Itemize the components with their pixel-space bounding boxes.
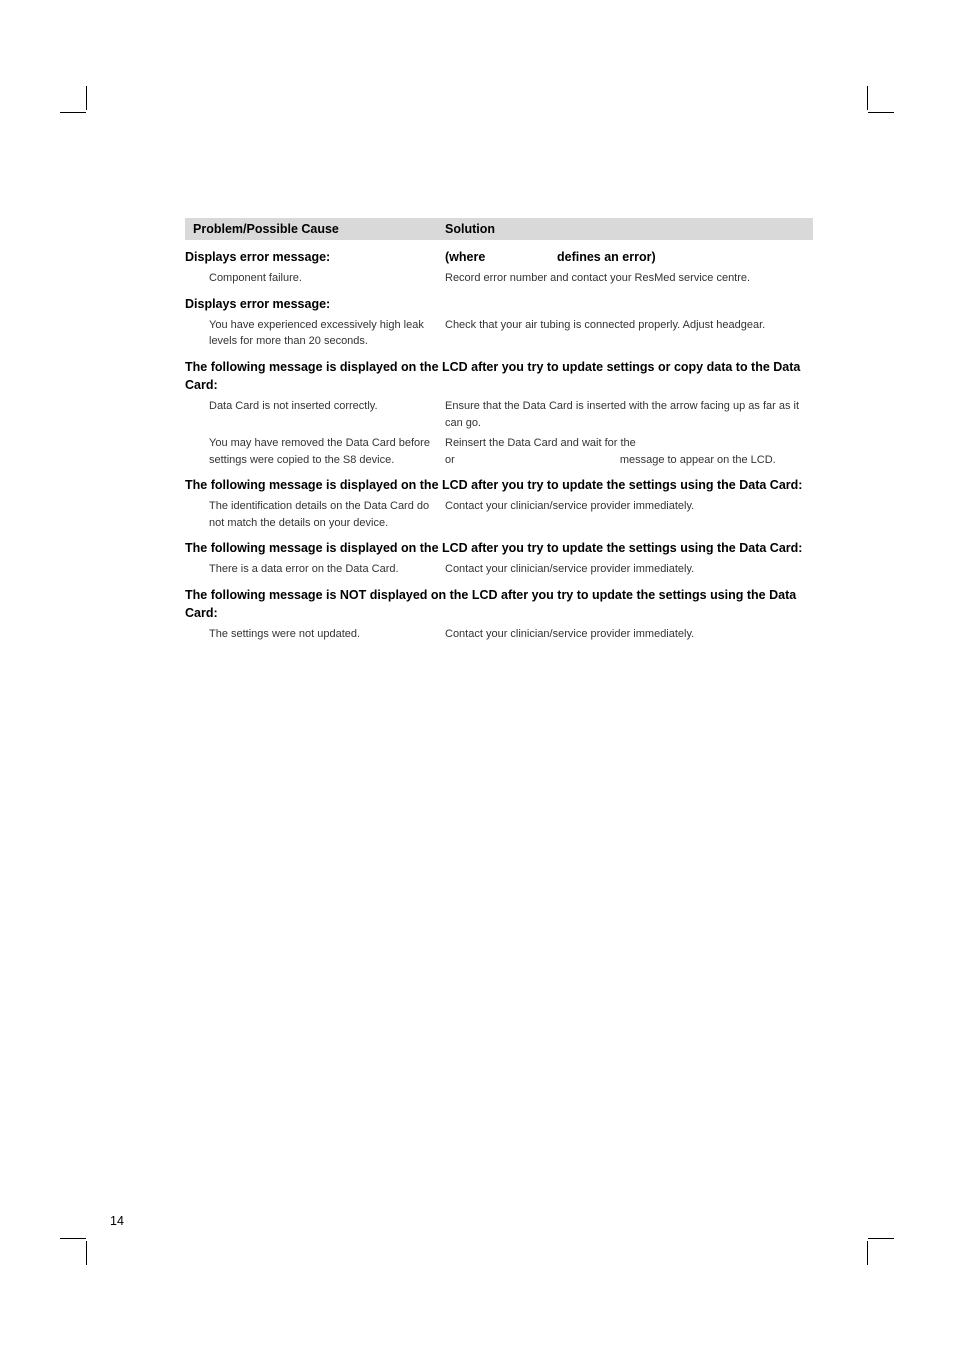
table-row: Component failure. Record error number a… <box>185 270 813 287</box>
cause-cell: Data Card is not inserted correctly. <box>209 398 445 431</box>
solution-cell: Contact your clinician/service provider … <box>445 498 813 531</box>
crop-mark <box>86 86 87 110</box>
solution-cell: Record error number and contact your Res… <box>445 270 813 287</box>
section-heading: Displays error message: <box>185 295 813 313</box>
table-row: There is a data error on the Data Card. … <box>185 561 813 578</box>
crop-mark <box>867 1241 868 1265</box>
cause-cell: You have experienced excessively high le… <box>209 317 445 350</box>
crop-mark <box>868 1238 894 1239</box>
solution-cell: Contact your clinician/service provider … <box>445 561 813 578</box>
cause-cell: The identification details on the Data C… <box>209 498 445 531</box>
section-heading: The following message is displayed on th… <box>185 476 813 494</box>
crop-mark <box>868 112 894 113</box>
table-row: You have experienced excessively high le… <box>185 317 813 350</box>
table-header: Problem/Possible Cause Solution <box>185 218 813 240</box>
table-row: You may have removed the Data Card befor… <box>185 435 813 468</box>
solution-cell: Ensure that the Data Card is inserted wi… <box>445 398 813 431</box>
crop-mark <box>60 1238 86 1239</box>
table-row: The identification details on the Data C… <box>185 498 813 531</box>
crop-mark <box>867 86 868 110</box>
cause-cell: You may have removed the Data Card befor… <box>209 435 445 468</box>
solution-cell: Contact your clinician/service provider … <box>445 626 813 643</box>
section-heading: Displays error message: (where defines a… <box>185 248 813 266</box>
cause-cell: The settings were not updated. <box>209 626 445 643</box>
crop-mark <box>86 1241 87 1265</box>
header-problem: Problem/Possible Cause <box>193 222 445 236</box>
heading-text: defines an error) <box>557 248 656 266</box>
page-content: Problem/Possible Cause Solution Displays… <box>185 218 813 647</box>
solution-cell: Check that your air tubing is connected … <box>445 317 813 350</box>
table-row: The settings were not updated. Contact y… <box>185 626 813 643</box>
section-heading: The following message is displayed on th… <box>185 358 813 394</box>
section-heading: The following message is displayed on th… <box>185 539 813 557</box>
page-number: 14 <box>110 1214 124 1228</box>
heading-text: (where <box>445 248 557 266</box>
cause-cell: There is a data error on the Data Card. <box>209 561 445 578</box>
cause-cell: Component failure. <box>209 270 445 287</box>
table-row: Data Card is not inserted correctly. Ens… <box>185 398 813 431</box>
heading-text: Displays error message: <box>185 248 445 266</box>
header-solution: Solution <box>445 222 805 236</box>
solution-cell: Reinsert the Data Card and wait for the … <box>445 435 813 468</box>
crop-mark <box>60 112 86 113</box>
section-heading: The following message is NOT displayed o… <box>185 586 813 622</box>
